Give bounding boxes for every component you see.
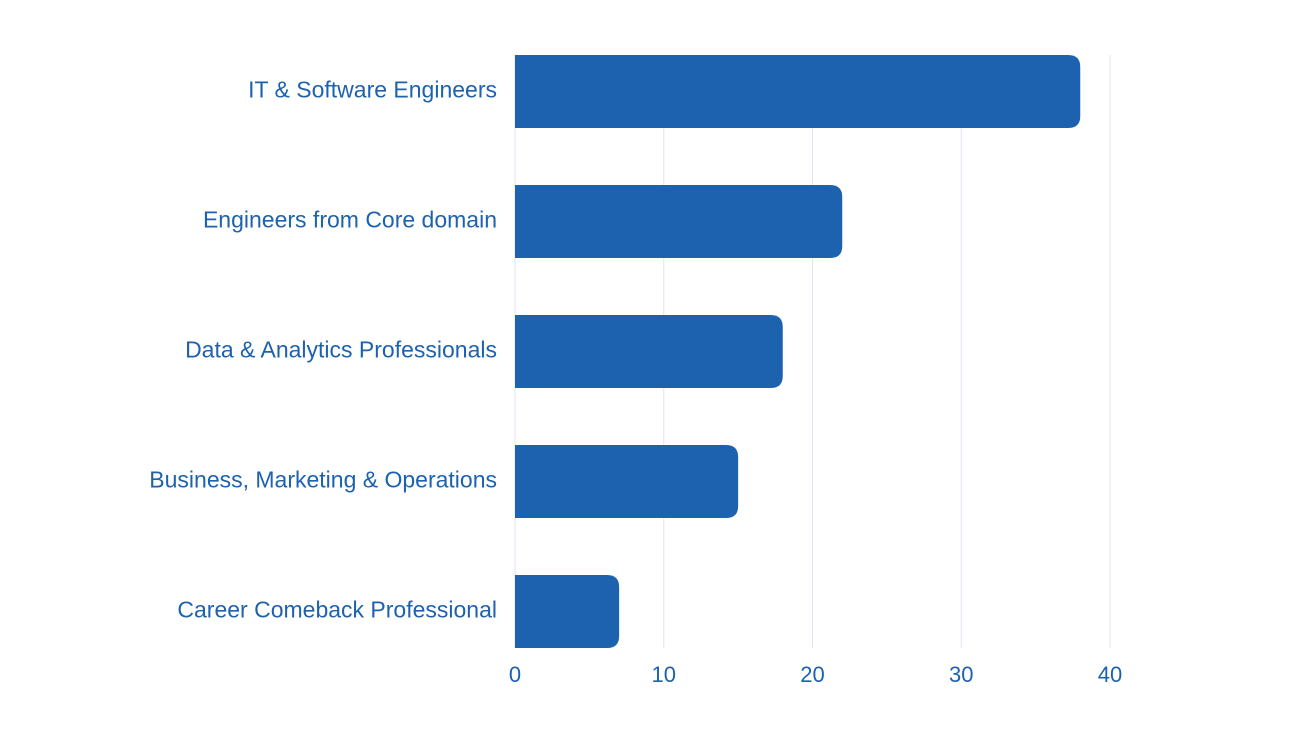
category-label: Engineers from Core domain <box>203 207 497 233</box>
bar <box>515 445 739 518</box>
x-tick-label-layer: 0 10 20 30 40 <box>509 662 1122 687</box>
bar-layer <box>515 55 1081 648</box>
category-label: Business, Marketing & Operations <box>149 467 497 493</box>
bar <box>515 55 1081 128</box>
x-tick-label: 30 <box>949 662 973 687</box>
category-label: Data & Analytics Professionals <box>185 337 497 363</box>
bar <box>515 575 620 648</box>
bar <box>515 185 843 258</box>
x-tick-label: 20 <box>800 662 824 687</box>
category-label: IT & Software Engineers <box>248 77 497 103</box>
x-tick-label: 10 <box>652 662 676 687</box>
category-label-layer: IT & Software Engineers Engineers from Co… <box>149 77 497 623</box>
category-label: Career Comeback Professional <box>177 597 497 623</box>
grid-layer <box>514 55 1111 648</box>
x-tick-label: 40 <box>1098 662 1122 687</box>
bar <box>515 315 783 388</box>
x-tick-label: 0 <box>509 662 521 687</box>
